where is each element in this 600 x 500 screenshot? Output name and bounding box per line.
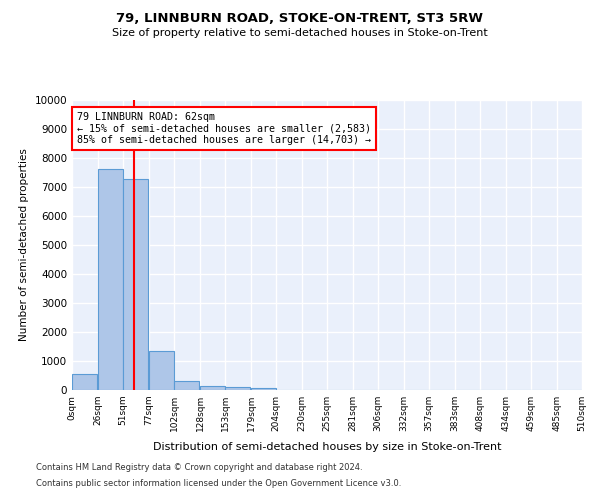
- Bar: [72, 374, 97, 390]
- Bar: [98, 169, 123, 390]
- Bar: [200, 386, 225, 390]
- Text: 79, LINNBURN ROAD, STOKE-ON-TRENT, ST3 5RW: 79, LINNBURN ROAD, STOKE-ON-TRENT, ST3 5…: [116, 12, 484, 26]
- Text: Size of property relative to semi-detached houses in Stoke-on-Trent: Size of property relative to semi-detach…: [112, 28, 488, 38]
- Text: Contains public sector information licensed under the Open Government Licence v3: Contains public sector information licen…: [36, 478, 401, 488]
- Bar: [149, 350, 174, 390]
- Y-axis label: Number of semi-detached properties: Number of semi-detached properties: [19, 148, 29, 342]
- Text: Contains HM Land Registry data © Crown copyright and database right 2024.: Contains HM Land Registry data © Crown c…: [36, 464, 362, 472]
- Text: 79 LINNBURN ROAD: 62sqm
← 15% of semi-detached houses are smaller (2,583)
85% of: 79 LINNBURN ROAD: 62sqm ← 15% of semi-de…: [77, 112, 371, 145]
- X-axis label: Distribution of semi-detached houses by size in Stoke-on-Trent: Distribution of semi-detached houses by …: [153, 442, 501, 452]
- Bar: [123, 179, 148, 390]
- Bar: [251, 388, 276, 390]
- Bar: [174, 380, 199, 390]
- Bar: [225, 387, 250, 390]
